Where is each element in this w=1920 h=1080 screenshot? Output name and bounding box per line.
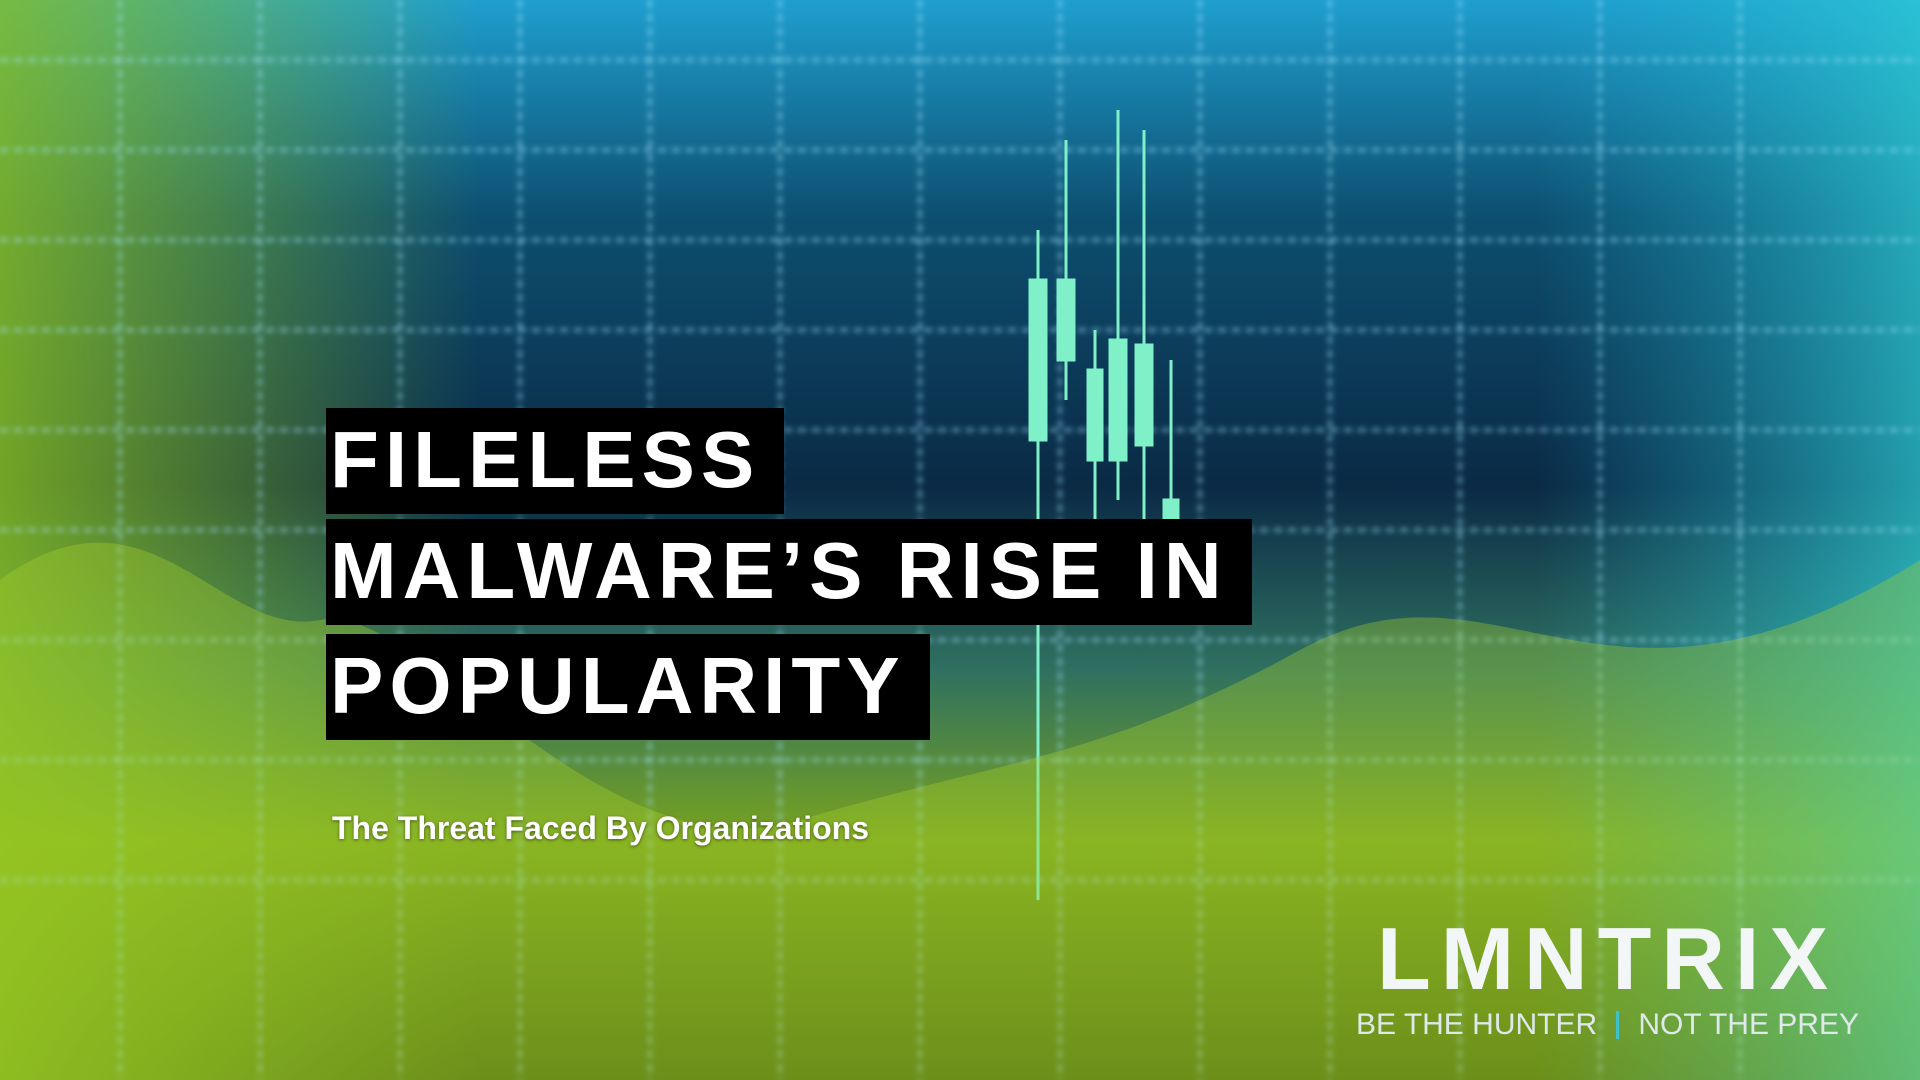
subtitle: The Threat Faced By Organizations bbox=[332, 810, 869, 846]
separator bbox=[1616, 1011, 1620, 1039]
area bbox=[0, 542, 1920, 1080]
title-line: POPULARITY bbox=[326, 634, 930, 740]
title-line: FILELESS bbox=[326, 408, 785, 514]
tagline-text: NOT THE PREY bbox=[1638, 1008, 1859, 1041]
title-line: MALWARE’S RISE IN bbox=[326, 519, 1252, 625]
logo: LMNTRIX bbox=[1376, 909, 1839, 1008]
tagline-text: BE THE HUNTER bbox=[1356, 1008, 1598, 1041]
candles bbox=[1028, 110, 1180, 900]
tagline: BE THE HUNTER NOT THE PREY bbox=[1356, 1008, 1859, 1042]
